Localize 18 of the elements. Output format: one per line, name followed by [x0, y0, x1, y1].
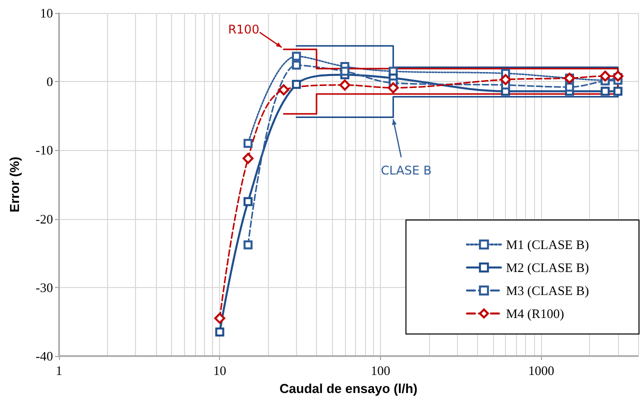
legend-label: M3 (CLASE B) — [506, 283, 590, 298]
x-tick-label: 1000 — [528, 363, 554, 378]
y-tick-label: 0 — [46, 74, 53, 90]
x-tick-label: 10 — [213, 363, 226, 378]
y-tick-label: -20 — [36, 211, 53, 226]
legend-label: M4 (R100) — [506, 306, 564, 321]
legend-label: M1 (CLASE B) — [506, 237, 590, 252]
x-tick-label: 100 — [370, 363, 390, 378]
annotation: CLASE B — [380, 163, 432, 178]
annotation: R100 — [228, 22, 260, 36]
y-tick-label: -40 — [36, 348, 53, 364]
y-tick-label: -10 — [36, 142, 53, 158]
x-axis-title: Caudal de ensayo (l/h) — [280, 381, 418, 396]
x-tick-label: 1 — [56, 363, 62, 378]
y-tick-label: 10 — [40, 6, 53, 20]
y-axis-title: Error (%) — [7, 156, 22, 212]
y-tick-label: -30 — [36, 280, 53, 295]
legend-label: M2 (CLASE B) — [506, 260, 590, 275]
